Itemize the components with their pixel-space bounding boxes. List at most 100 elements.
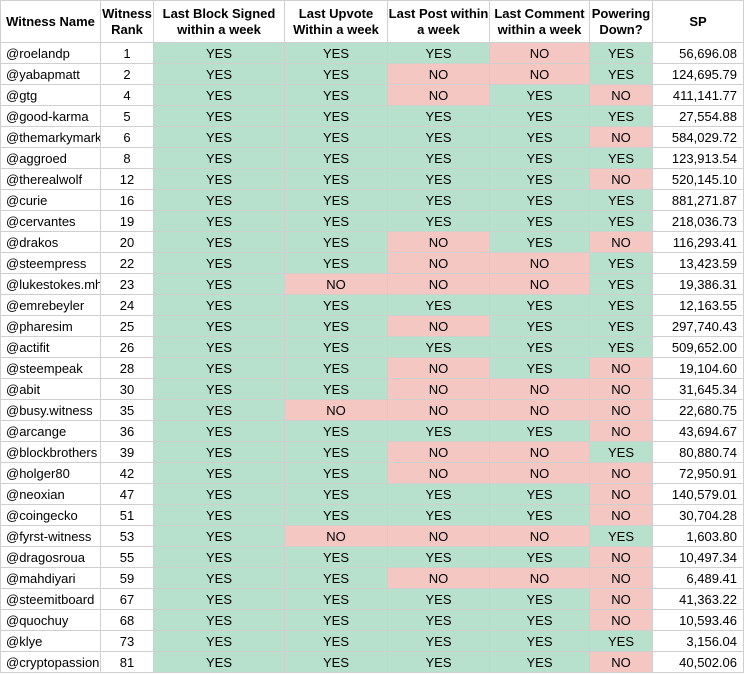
cell-witness-name[interactable]: @steemitboard: [0, 588, 101, 610]
cell-last-post[interactable]: NO: [387, 399, 490, 421]
cell-witness-rank[interactable]: 30: [100, 378, 154, 400]
cell-powering-down[interactable]: YES: [589, 252, 653, 274]
cell-last-upvote[interactable]: NO: [284, 525, 388, 547]
cell-last-post[interactable]: YES: [387, 588, 490, 610]
cell-witness-rank[interactable]: 5: [100, 105, 154, 127]
cell-last-block[interactable]: YES: [153, 399, 285, 421]
header-last-block[interactable]: Last Block Signed within a week: [153, 0, 285, 43]
cell-witness-name[interactable]: @cryptopassion: [0, 651, 101, 673]
cell-last-post[interactable]: NO: [387, 357, 490, 379]
cell-witness-rank[interactable]: 51: [100, 504, 154, 526]
cell-witness-rank[interactable]: 8: [100, 147, 154, 169]
cell-witness-rank[interactable]: 2: [100, 63, 154, 85]
cell-sp[interactable]: 297,740.43: [652, 315, 744, 337]
cell-last-upvote[interactable]: YES: [284, 315, 388, 337]
cell-sp[interactable]: 218,036.73: [652, 210, 744, 232]
cell-last-comment[interactable]: NO: [489, 42, 590, 64]
cell-sp[interactable]: 13,423.59: [652, 252, 744, 274]
cell-last-upvote[interactable]: YES: [284, 231, 388, 253]
cell-last-upvote[interactable]: NO: [284, 399, 388, 421]
cell-sp[interactable]: 30,704.28: [652, 504, 744, 526]
cell-last-block[interactable]: YES: [153, 189, 285, 211]
cell-witness-rank[interactable]: 4: [100, 84, 154, 106]
cell-last-comment[interactable]: NO: [489, 399, 590, 421]
cell-last-block[interactable]: YES: [153, 210, 285, 232]
cell-last-upvote[interactable]: YES: [284, 63, 388, 85]
cell-witness-rank[interactable]: 35: [100, 399, 154, 421]
cell-sp[interactable]: 584,029.72: [652, 126, 744, 148]
cell-witness-name[interactable]: @busy.witness: [0, 399, 101, 421]
cell-powering-down[interactable]: YES: [589, 525, 653, 547]
cell-last-comment[interactable]: YES: [489, 315, 590, 337]
cell-last-block[interactable]: YES: [153, 525, 285, 547]
cell-powering-down[interactable]: YES: [589, 63, 653, 85]
cell-powering-down[interactable]: NO: [589, 84, 653, 106]
cell-sp[interactable]: 10,593.46: [652, 609, 744, 631]
cell-last-post[interactable]: NO: [387, 315, 490, 337]
cell-witness-name[interactable]: @yabapmatt: [0, 63, 101, 85]
cell-powering-down[interactable]: NO: [589, 462, 653, 484]
cell-sp[interactable]: 509,652.00: [652, 336, 744, 358]
cell-last-comment[interactable]: YES: [489, 147, 590, 169]
cell-powering-down[interactable]: NO: [589, 378, 653, 400]
header-sp[interactable]: SP: [652, 0, 744, 43]
cell-powering-down[interactable]: YES: [589, 210, 653, 232]
cell-powering-down[interactable]: NO: [589, 420, 653, 442]
cell-last-upvote[interactable]: YES: [284, 462, 388, 484]
cell-last-block[interactable]: YES: [153, 462, 285, 484]
cell-sp[interactable]: 27,554.88: [652, 105, 744, 127]
cell-witness-name[interactable]: @dragosroua: [0, 546, 101, 568]
cell-last-post[interactable]: YES: [387, 189, 490, 211]
cell-last-upvote[interactable]: YES: [284, 378, 388, 400]
cell-witness-rank[interactable]: 36: [100, 420, 154, 442]
cell-powering-down[interactable]: YES: [589, 147, 653, 169]
cell-sp[interactable]: 12,163.55: [652, 294, 744, 316]
cell-powering-down[interactable]: NO: [589, 126, 653, 148]
cell-last-block[interactable]: YES: [153, 378, 285, 400]
cell-witness-name[interactable]: @mahdiyari: [0, 567, 101, 589]
cell-witness-name[interactable]: @pharesim: [0, 315, 101, 337]
cell-powering-down[interactable]: NO: [589, 357, 653, 379]
cell-sp[interactable]: 56,696.08: [652, 42, 744, 64]
cell-last-upvote[interactable]: YES: [284, 504, 388, 526]
cell-last-comment[interactable]: NO: [489, 378, 590, 400]
cell-powering-down[interactable]: YES: [589, 294, 653, 316]
cell-last-upvote[interactable]: YES: [284, 567, 388, 589]
cell-last-block[interactable]: YES: [153, 504, 285, 526]
cell-last-comment[interactable]: YES: [489, 126, 590, 148]
cell-witness-rank[interactable]: 12: [100, 168, 154, 190]
cell-powering-down[interactable]: YES: [589, 189, 653, 211]
cell-witness-name[interactable]: @fyrst-witness: [0, 525, 101, 547]
cell-last-upvote[interactable]: YES: [284, 168, 388, 190]
cell-last-post[interactable]: NO: [387, 273, 490, 295]
cell-last-block[interactable]: YES: [153, 588, 285, 610]
cell-last-block[interactable]: YES: [153, 147, 285, 169]
cell-last-upvote[interactable]: YES: [284, 252, 388, 274]
cell-sp[interactable]: 19,386.31: [652, 273, 744, 295]
cell-sp[interactable]: 411,141.77: [652, 84, 744, 106]
cell-witness-rank[interactable]: 26: [100, 336, 154, 358]
header-witness-rank[interactable]: Witness Rank: [100, 0, 154, 43]
cell-witness-rank[interactable]: 28: [100, 357, 154, 379]
cell-powering-down[interactable]: NO: [589, 168, 653, 190]
cell-sp[interactable]: 881,271.87: [652, 189, 744, 211]
header-witness-name[interactable]: Witness Name: [0, 0, 101, 43]
cell-last-post[interactable]: NO: [387, 63, 490, 85]
cell-last-post[interactable]: NO: [387, 525, 490, 547]
cell-last-upvote[interactable]: NO: [284, 273, 388, 295]
cell-powering-down[interactable]: YES: [589, 315, 653, 337]
cell-last-post[interactable]: YES: [387, 546, 490, 568]
cell-sp[interactable]: 22,680.75: [652, 399, 744, 421]
cell-witness-name[interactable]: @gtg: [0, 84, 101, 106]
cell-witness-name[interactable]: @steempress: [0, 252, 101, 274]
cell-last-block[interactable]: YES: [153, 42, 285, 64]
cell-last-comment[interactable]: NO: [489, 273, 590, 295]
cell-witness-rank[interactable]: 81: [100, 651, 154, 673]
cell-witness-name[interactable]: @quochuy: [0, 609, 101, 631]
cell-witness-rank[interactable]: 16: [100, 189, 154, 211]
cell-sp[interactable]: 80,880.74: [652, 441, 744, 463]
cell-last-upvote[interactable]: YES: [284, 483, 388, 505]
cell-last-block[interactable]: YES: [153, 483, 285, 505]
cell-last-block[interactable]: YES: [153, 63, 285, 85]
cell-last-post[interactable]: NO: [387, 462, 490, 484]
